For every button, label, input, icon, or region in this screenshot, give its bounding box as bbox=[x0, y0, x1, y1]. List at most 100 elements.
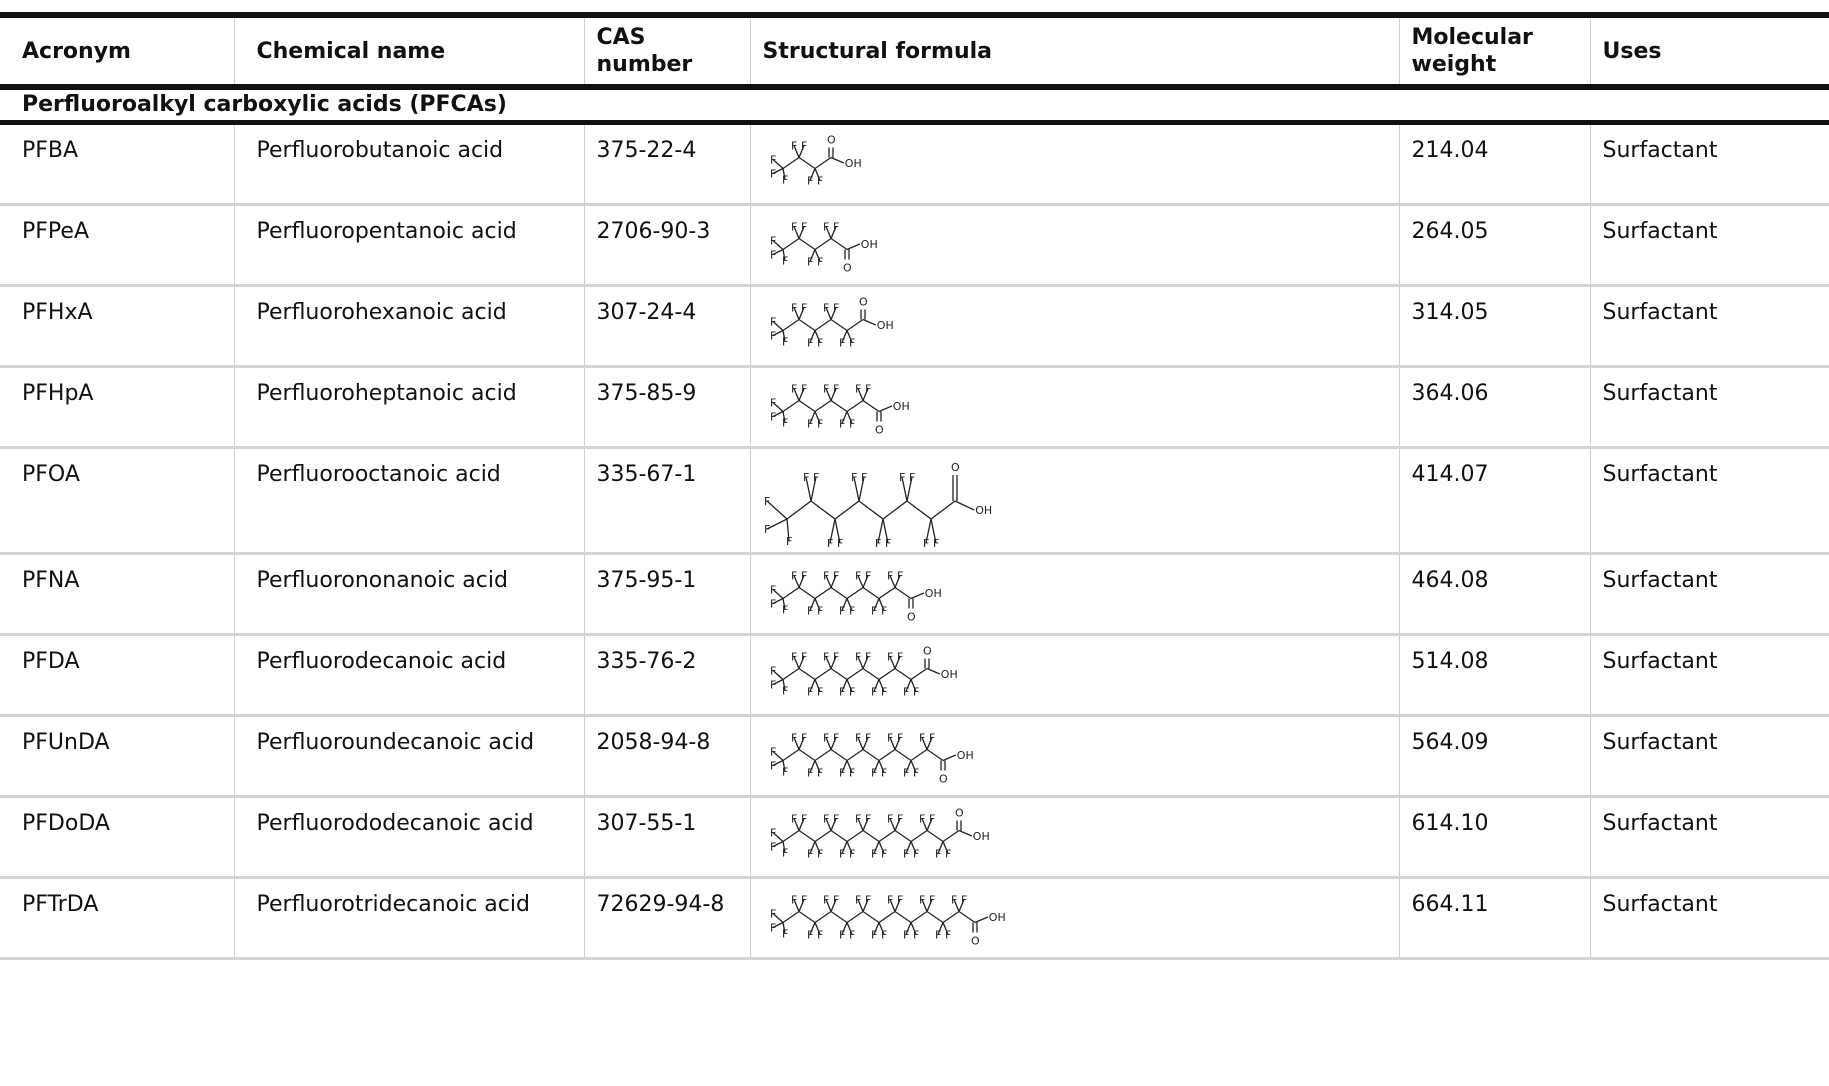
bond bbox=[808, 597, 816, 611]
fluorine-label: F bbox=[887, 893, 893, 906]
fluorine-label: F bbox=[881, 766, 887, 779]
bond bbox=[830, 156, 844, 164]
fluorine-label: F bbox=[903, 928, 909, 941]
fluorine-label: F bbox=[855, 569, 861, 582]
bond bbox=[797, 574, 805, 588]
cell-chemical-name: Perfluoroundecanoic acid bbox=[233, 715, 584, 798]
bond bbox=[797, 817, 805, 831]
bond bbox=[888, 574, 896, 588]
fluorine-label: F bbox=[823, 220, 829, 233]
bond bbox=[798, 156, 815, 169]
bond bbox=[958, 910, 975, 923]
fluorine-label: F bbox=[823, 301, 829, 314]
bond bbox=[894, 667, 911, 680]
fluorine-label: F bbox=[823, 382, 829, 395]
fluorine-label: F bbox=[770, 315, 776, 328]
bond bbox=[798, 748, 815, 761]
bond bbox=[900, 476, 908, 501]
fluorine-label: F bbox=[807, 766, 813, 779]
bond bbox=[792, 736, 800, 750]
fluorine-label: F bbox=[833, 893, 839, 906]
bond bbox=[904, 921, 912, 935]
fluorine-label: F bbox=[770, 907, 776, 920]
bond bbox=[813, 759, 821, 773]
bond bbox=[782, 748, 799, 761]
cell-structural-formula: F F F F F F F F F F F F F F F F F F F O OH bbox=[749, 634, 1399, 717]
bond bbox=[829, 736, 837, 750]
fluorine-label: F bbox=[887, 812, 893, 825]
bond bbox=[862, 667, 879, 680]
cell-structural-formula: F F F F F F F F F F F F F F F O OH bbox=[749, 447, 1399, 555]
fluorine-label: F bbox=[813, 471, 819, 484]
bond bbox=[808, 921, 816, 935]
table-body: Perfluoroalkyl carboxylic acids (PFCAs) … bbox=[0, 87, 1829, 960]
fluorine-label: F bbox=[827, 537, 833, 550]
bond bbox=[888, 817, 896, 831]
fluorine-label: F bbox=[837, 537, 843, 550]
fluorine-label: F bbox=[903, 685, 909, 698]
fluorine-label: F bbox=[807, 417, 813, 430]
bond bbox=[872, 597, 880, 611]
bond bbox=[798, 829, 815, 842]
bond bbox=[798, 399, 815, 412]
bond bbox=[792, 387, 800, 401]
bond bbox=[858, 499, 883, 520]
bond bbox=[941, 921, 949, 935]
cell-cas-number: 2706-90-3 bbox=[583, 204, 750, 287]
cell-chemical-name: Perfluorohexanoic acid bbox=[233, 285, 584, 368]
bond bbox=[878, 586, 895, 599]
bond bbox=[824, 898, 832, 912]
fluorine-label: F bbox=[817, 255, 823, 268]
oxygen-label: O bbox=[875, 423, 884, 436]
bond bbox=[926, 829, 943, 842]
header-acronym-text: Acronym bbox=[22, 38, 131, 64]
bond bbox=[920, 898, 928, 912]
cell-uses: Surfactant bbox=[1589, 553, 1829, 636]
fluorine-label: F bbox=[801, 812, 807, 825]
bond bbox=[808, 678, 816, 692]
cell-chemical-name: Perfluorodecanoic acid bbox=[233, 634, 584, 717]
bond bbox=[814, 318, 831, 331]
fluorine-label: F bbox=[791, 812, 797, 825]
fluorine-label: F bbox=[913, 928, 919, 941]
bond bbox=[808, 167, 816, 181]
bond bbox=[766, 500, 787, 519]
fluorine-label: F bbox=[801, 731, 807, 744]
bond bbox=[877, 921, 885, 935]
fluorine-label: F bbox=[961, 893, 967, 906]
bond bbox=[829, 225, 837, 239]
bond bbox=[814, 156, 831, 169]
fluorine-label: F bbox=[919, 812, 925, 825]
fluorine-label: F bbox=[823, 812, 829, 825]
fluorine-label: F bbox=[770, 826, 776, 839]
bond bbox=[930, 499, 955, 520]
fluorine-label: F bbox=[935, 847, 941, 860]
bond bbox=[957, 898, 965, 912]
fluorine-label: F bbox=[791, 220, 797, 233]
fluorine-label: F bbox=[801, 569, 807, 582]
bond bbox=[809, 476, 817, 501]
fluorine-label: F bbox=[865, 893, 871, 906]
oxygen-label: O bbox=[951, 461, 960, 474]
fluorine-label: F bbox=[803, 471, 809, 484]
bond bbox=[772, 678, 783, 685]
fluorine-label: F bbox=[849, 766, 855, 779]
fluorine-label: F bbox=[881, 928, 887, 941]
bond bbox=[772, 597, 783, 604]
fluorine-label: F bbox=[871, 766, 877, 779]
bond bbox=[772, 320, 783, 331]
bond bbox=[824, 736, 832, 750]
bond bbox=[824, 655, 832, 669]
bond bbox=[856, 898, 864, 912]
fluorine-label: F bbox=[851, 471, 857, 484]
bond bbox=[798, 586, 815, 599]
table-row: PFNA Perfluorononanoic acid 375-95-1 F F F F F F… bbox=[0, 553, 1829, 636]
fluorine-label: F bbox=[807, 928, 813, 941]
fluorine-label: F bbox=[861, 471, 867, 484]
cell-cas-number: 335-76-2 bbox=[583, 634, 750, 717]
bond bbox=[877, 678, 885, 692]
bond bbox=[876, 518, 884, 543]
fluorine-label: F bbox=[770, 664, 776, 677]
